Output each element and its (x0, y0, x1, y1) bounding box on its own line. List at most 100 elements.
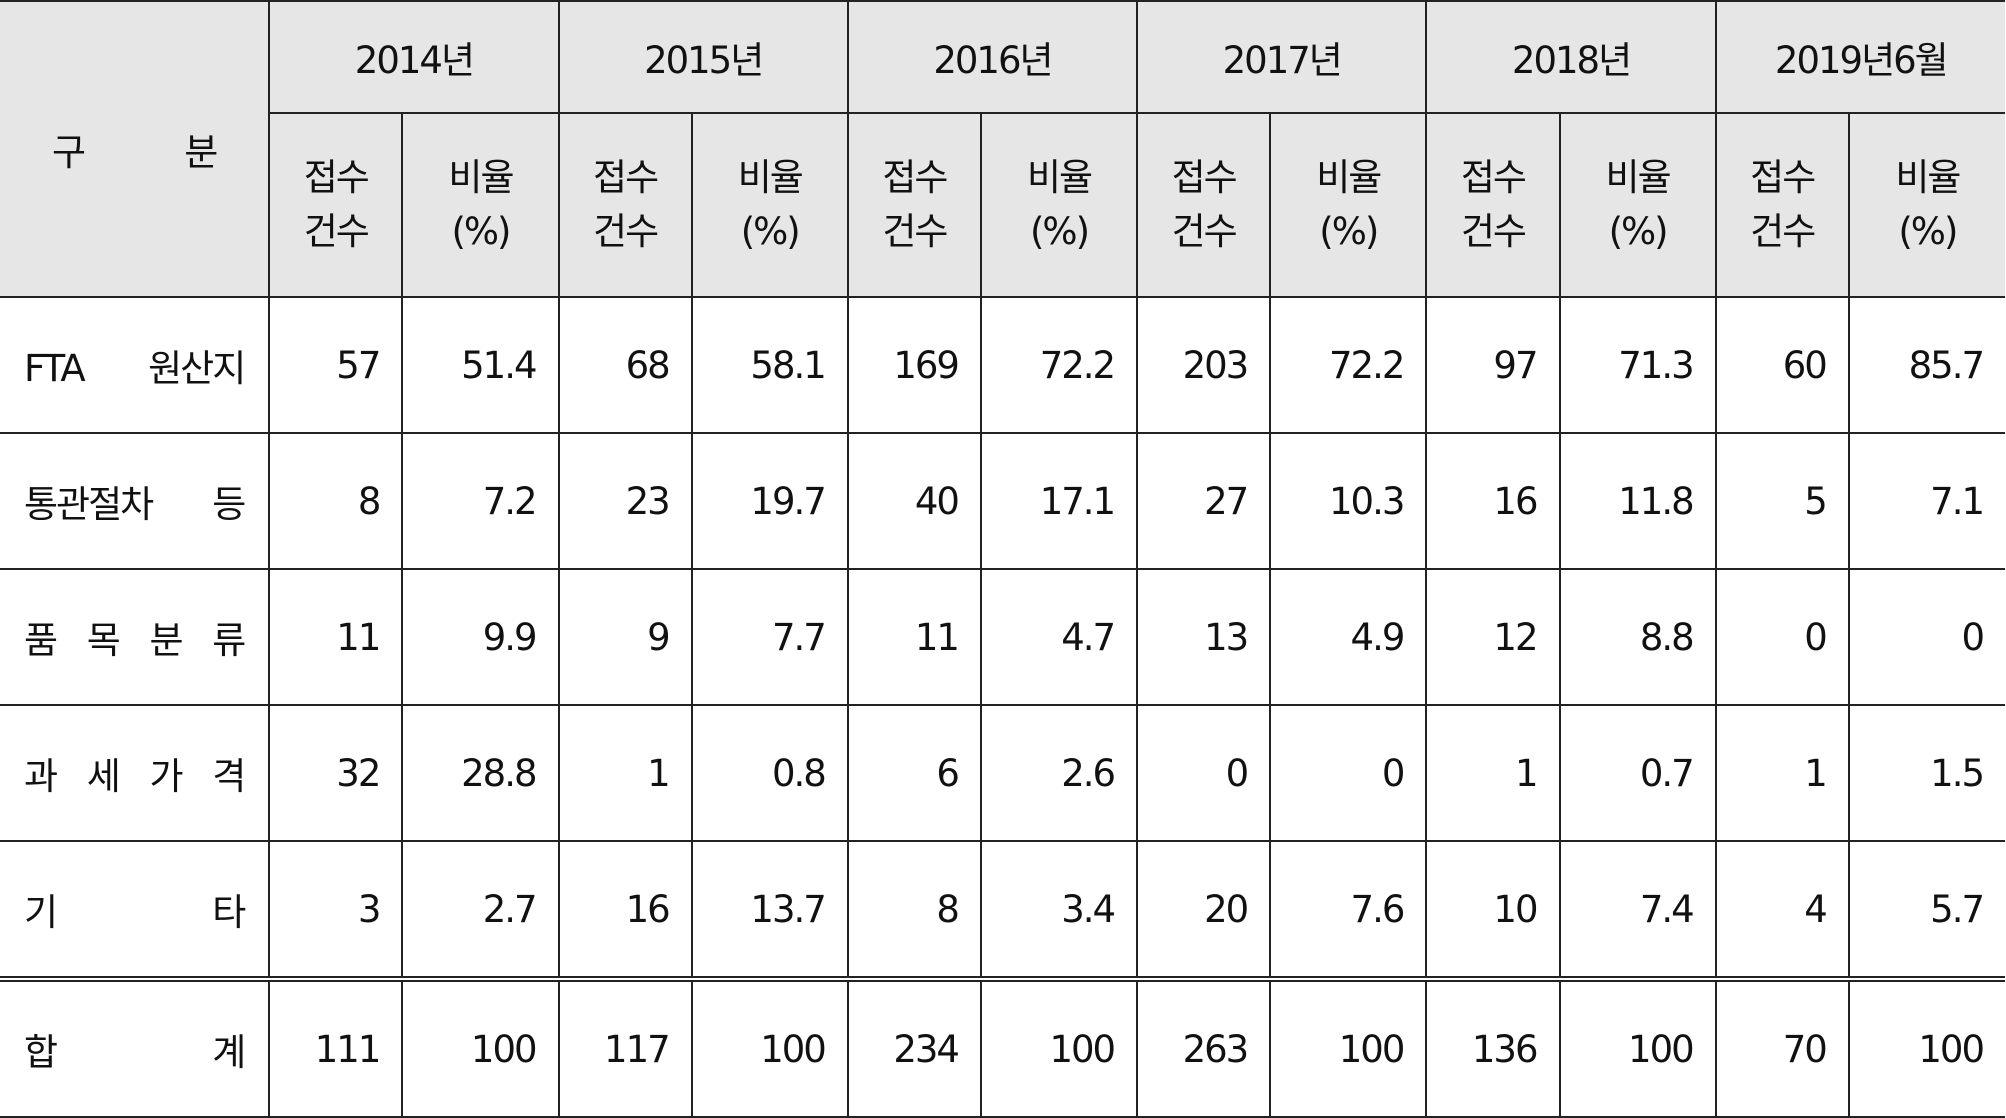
cell: 7.1 (1847, 432, 2005, 570)
cell: 1.5 (1847, 704, 2005, 842)
cell: 40 (846, 432, 982, 570)
cell: 70 (1714, 976, 1850, 1118)
header-row: 구 분 2014년 2015년 2016년 2017년 2018년 2019년6월 (0, 0, 2005, 298)
cell: 3 (268, 840, 404, 980)
cell: 13.7 (690, 840, 849, 980)
corner-header: 구 분 (0, 0, 271, 298)
cell: 0 (1714, 568, 1850, 706)
cell: 4 (1714, 840, 1850, 980)
cell: 60 (1714, 296, 1850, 434)
data-row: 품 목 분 류 11 9.9 9 7.7 11 4.7 13 4.9 12 8.8 0 0 (0, 568, 2005, 706)
subheader: 비율 (%) (690, 112, 849, 298)
subheader: 접수 건수 (268, 112, 404, 298)
cell: 169 (846, 296, 982, 434)
cell: 263 (1136, 976, 1272, 1118)
year-header: 2014년 (268, 0, 560, 114)
cell: 117 (557, 976, 693, 1118)
cell: 100 (1847, 976, 2005, 1118)
cell: 7.7 (690, 568, 849, 706)
cell: 5 (1714, 432, 1850, 570)
cell: 0.7 (1558, 704, 1717, 842)
cell: 2.6 (979, 704, 1139, 842)
data-row: FTA 원산지 57 51.4 68 58.1 169 72.2 203 72.2 97 71.3 6… (0, 296, 2005, 434)
cell: 5.7 (1847, 840, 2005, 980)
cell: 10.3 (1269, 432, 1428, 570)
row-label: 과 세 가 격 (0, 704, 271, 842)
cell: 136 (1425, 976, 1561, 1118)
cell: 72.2 (1269, 296, 1428, 434)
cell: 7.4 (1558, 840, 1717, 980)
cell: 1 (1425, 704, 1561, 842)
subheader: 비율 (%) (401, 112, 560, 298)
year-header: 2015년 (557, 0, 849, 114)
cell: 100 (979, 976, 1139, 1118)
cell: 12 (1425, 568, 1561, 706)
cell: 28.8 (401, 704, 560, 842)
row-label: 기 타 (0, 840, 271, 980)
data-row: 과 세 가 격 32 28.8 1 0.8 6 2.6 0 0 1 0.7 1 1.5 (0, 704, 2005, 842)
cell: 4.7 (979, 568, 1139, 706)
cell: 0 (1269, 704, 1428, 842)
cell: 8 (268, 432, 404, 570)
subheader: 비율 (%) (1847, 112, 2005, 298)
cell: 16 (557, 840, 693, 980)
cell: 203 (1136, 296, 1272, 434)
cell: 100 (1558, 976, 1717, 1118)
cell: 16 (1425, 432, 1561, 570)
cell: 100 (1269, 976, 1428, 1118)
subheader: 비율 (%) (1558, 112, 1717, 298)
cell: 11 (846, 568, 982, 706)
subheader: 접수 건수 (1714, 112, 1850, 298)
subheader-row: 접수 건수 비율 (%) 접수 건수 비율 (%) 접수 건수 비율 (%) 접수 건수 비율… (0, 112, 2005, 298)
cell: 68 (557, 296, 693, 434)
year-header: 2017년 (1136, 0, 1428, 114)
cell: 7.6 (1269, 840, 1428, 980)
row-label: 통관절차 등 (0, 432, 271, 570)
cell: 19.7 (690, 432, 849, 570)
cell: 72.2 (979, 296, 1139, 434)
cell: 111 (268, 976, 404, 1118)
cell: 100 (401, 976, 560, 1118)
subheader: 접수 건수 (1425, 112, 1561, 298)
subheader: 접수 건수 (1136, 112, 1272, 298)
data-row: 통관절차 등 8 7.2 23 19.7 40 17.1 27 10.3 16 11.8 5 7.1 (0, 432, 2005, 570)
year-header: 2018년 (1425, 0, 1717, 114)
cell: 20 (1136, 840, 1272, 980)
cell: 1 (1714, 704, 1850, 842)
cell: 3.4 (979, 840, 1139, 980)
cell: 6 (846, 704, 982, 842)
year-header: 2016년 (846, 0, 1139, 114)
cell: 10 (1425, 840, 1561, 980)
cell: 58.1 (690, 296, 849, 434)
cell: 85.7 (1847, 296, 2005, 434)
cell: 17.1 (979, 432, 1139, 570)
data-row: 기 타 3 2.7 16 13.7 8 3.4 20 7.6 10 7.4 4 5.7 (0, 840, 2005, 980)
cell: 0 (1136, 704, 1272, 842)
cell: 0.8 (690, 704, 849, 842)
row-label: 품 목 분 류 (0, 568, 271, 706)
subheader: 비율 (%) (1269, 112, 1428, 298)
cell: 23 (557, 432, 693, 570)
cell: 97 (1425, 296, 1561, 434)
cell: 2.7 (401, 840, 560, 980)
subheader: 접수 건수 (557, 112, 693, 298)
cell: 7.2 (401, 432, 560, 570)
cell: 51.4 (401, 296, 560, 434)
cell: 1 (557, 704, 693, 842)
cell: 57 (268, 296, 404, 434)
cell: 0 (1847, 568, 2005, 706)
cell: 32 (268, 704, 404, 842)
cell: 11.8 (1558, 432, 1717, 570)
cell: 8.8 (1558, 568, 1717, 706)
row-label: 합 계 (0, 976, 271, 1118)
subheader: 비율 (%) (979, 112, 1139, 298)
cell: 100 (690, 976, 849, 1118)
cell: 11 (268, 568, 404, 706)
cell: 9.9 (401, 568, 560, 706)
cell: 9 (557, 568, 693, 706)
data-row: 합 계 111 100 117 100 234 100 263 100 136 100 70 100 (0, 976, 2005, 1118)
subheader: 접수 건수 (846, 112, 982, 298)
cell: 8 (846, 840, 982, 980)
